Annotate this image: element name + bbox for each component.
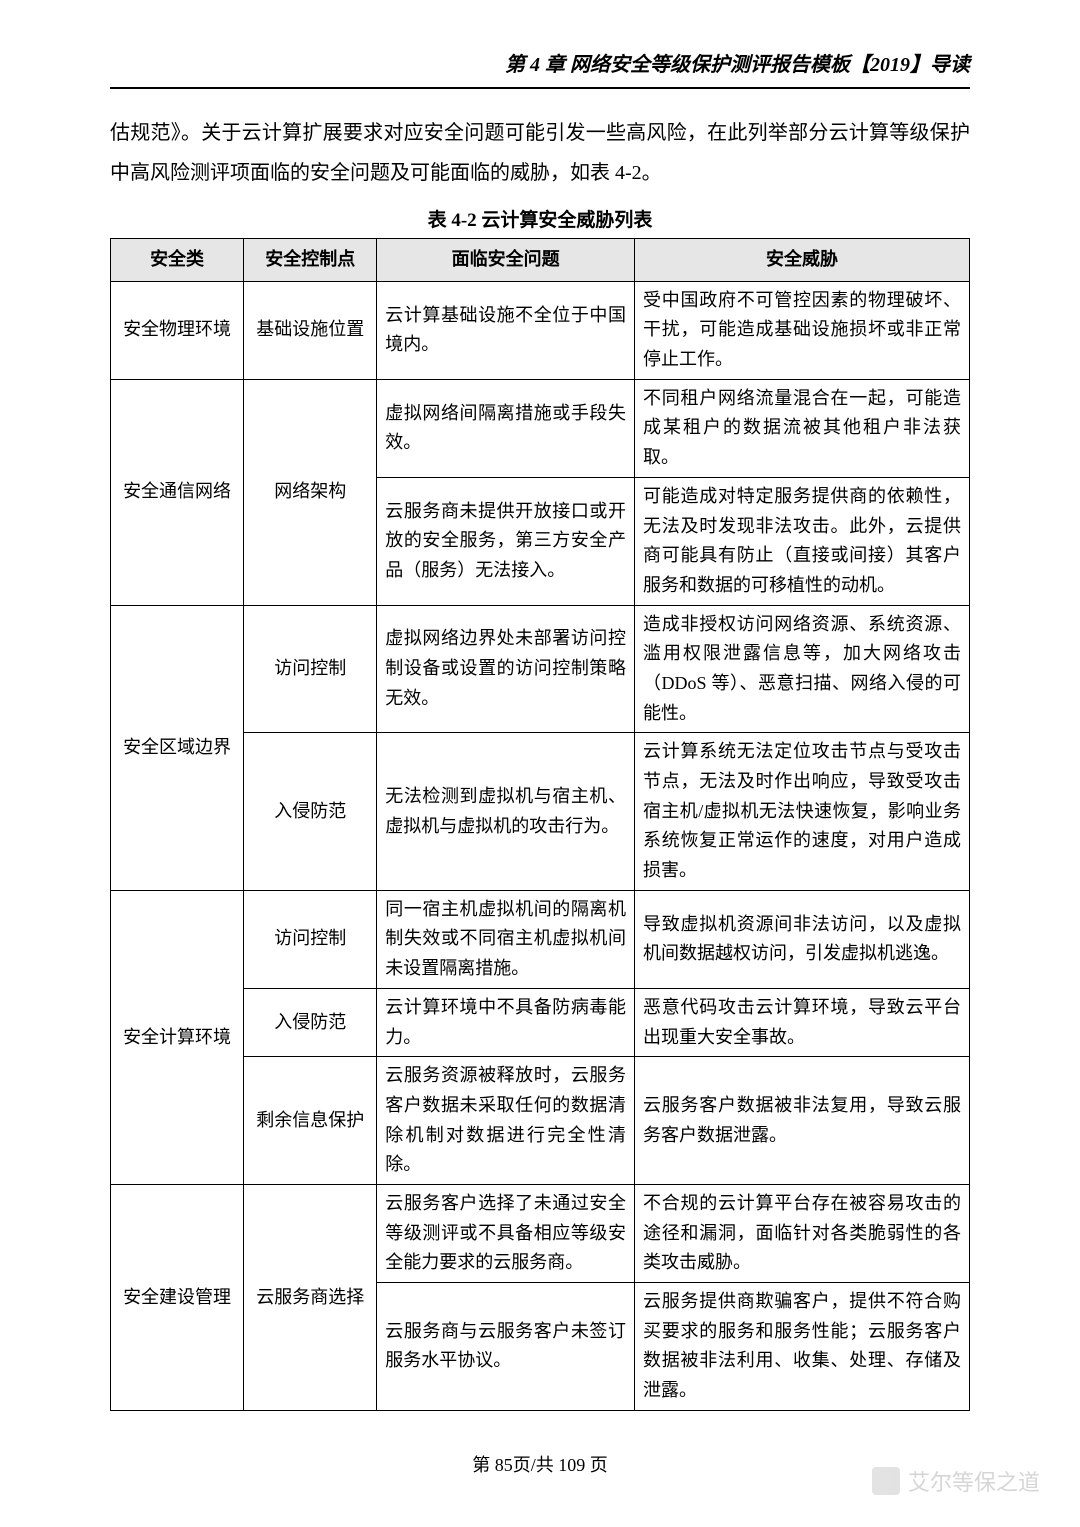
watermark: 艾尔等保之道 [872, 1465, 1040, 1497]
cell-category: 安全建设管理 [111, 1184, 244, 1410]
table-caption: 表 4-2 云计算安全威胁列表 [110, 205, 970, 232]
cell-control: 云服务商选择 [244, 1184, 377, 1410]
wechat-icon [872, 1467, 900, 1495]
cell-issue: 云服务客户选择了未通过安全等级测评或不具备相应等级安全能力要求的云服务商。 [377, 1184, 635, 1282]
table-row: 安全物理环境 基础设施位置 云计算基础设施不全位于中国境内。 受中国政府不可管控… [111, 281, 970, 379]
cell-control: 入侵防范 [244, 988, 377, 1056]
page-number: 第 85页/共 109 页 [110, 1451, 970, 1477]
cell-threat: 恶意代码攻击云计算环境，导致云平台出现重大安全事故。 [634, 988, 969, 1056]
cell-control: 入侵防范 [244, 733, 377, 890]
cell-threat: 不同租户网络流量混合在一起，可能造成某租户的数据流被其他租户非法获取。 [634, 379, 969, 477]
cell-threat: 云服务提供商欺骗客户，提供不符合购买要求的服务和服务性能；云服务客户数据被非法利… [634, 1283, 969, 1411]
cell-issue: 虚拟网络间隔离措施或手段失效。 [377, 379, 635, 477]
cell-issue: 云服务商与云服务客户未签订服务水平协议。 [377, 1283, 635, 1411]
cell-category: 安全物理环境 [111, 281, 244, 379]
cell-category: 安全区域边界 [111, 605, 244, 890]
table-header-row: 安全类 安全控制点 面临安全问题 安全威胁 [111, 239, 970, 282]
cell-issue: 云计算环境中不具备防病毒能力。 [377, 988, 635, 1056]
cell-threat: 可能造成对特定服务提供商的依赖性，无法及时发现非法攻击。此外，云提供商可能具有防… [634, 477, 969, 605]
chapter-header: 第 4 章 网络安全等级保护测评报告模板【2019】导读 [110, 48, 970, 83]
col-header-category: 安全类 [111, 239, 244, 282]
cell-issue: 同一宿主机虚拟机间的隔离机制失效或不同宿主机虚拟机间未设置隔离措施。 [377, 890, 635, 988]
table-row: 安全区域边界 访问控制 虚拟网络边界处未部署访问控制设备或设置的访问控制策略无效… [111, 605, 970, 733]
cell-issue: 云服务资源被释放时，云服务客户数据未采取任何的数据清除机制对数据进行完全性清除。 [377, 1057, 635, 1185]
cell-control: 剩余信息保护 [244, 1057, 377, 1185]
watermark-text: 艾尔等保之道 [908, 1465, 1040, 1497]
cell-threat: 云计算系统无法定位攻击节点与受攻击节点，无法及时作出响应，导致受攻击宿主机/虚拟… [634, 733, 969, 890]
cell-issue: 云服务商未提供开放接口或开放的安全服务，第三方安全产品（服务）无法接入。 [377, 477, 635, 605]
cell-threat: 云服务客户数据被非法复用，导致云服务客户数据泄露。 [634, 1057, 969, 1185]
cell-control: 访问控制 [244, 605, 377, 733]
cell-control: 基础设施位置 [244, 281, 377, 379]
col-header-issue: 面临安全问题 [377, 239, 635, 282]
cell-threat: 不合规的云计算平台存在被容易攻击的途径和漏洞，面临针对各类脆弱性的各类攻击威胁。 [634, 1184, 969, 1282]
cell-issue: 无法检测到虚拟机与宿主机、虚拟机与虚拟机的攻击行为。 [377, 733, 635, 890]
cell-category: 安全计算环境 [111, 890, 244, 1184]
cell-category: 安全通信网络 [111, 379, 244, 605]
table-row: 安全计算环境 访问控制 同一宿主机虚拟机间的隔离机制失效或不同宿主机虚拟机间未设… [111, 890, 970, 988]
cell-control: 网络架构 [244, 379, 377, 605]
cell-issue: 云计算基础设施不全位于中国境内。 [377, 281, 635, 379]
cell-threat: 导致虚拟机资源间非法访问，以及虚拟机间数据越权访问，引发虚拟机逃逸。 [634, 890, 969, 988]
table-row: 安全通信网络 网络架构 虚拟网络间隔离措施或手段失效。 不同租户网络流量混合在一… [111, 379, 970, 477]
threat-table: 安全类 安全控制点 面临安全问题 安全威胁 安全物理环境 基础设施位置 云计算基… [110, 238, 970, 1411]
cell-threat: 造成非授权访问网络资源、系统资源、滥用权限泄露信息等，加大网络攻击（DDoS 等… [634, 605, 969, 733]
table-row: 安全建设管理 云服务商选择 云服务客户选择了未通过安全等级测评或不具备相应等级安… [111, 1184, 970, 1282]
col-header-control: 安全控制点 [244, 239, 377, 282]
col-header-threat: 安全威胁 [634, 239, 969, 282]
cell-control: 访问控制 [244, 890, 377, 988]
intro-paragraph: 估规范》。关于云计算扩展要求对应安全问题可能引发一些高风险，在此列举部分云计算等… [110, 113, 970, 193]
header-divider [110, 87, 970, 89]
cell-issue: 虚拟网络边界处未部署访问控制设备或设置的访问控制策略无效。 [377, 605, 635, 733]
cell-threat: 受中国政府不可管控因素的物理破坏、干扰，可能造成基础设施损坏或非正常停止工作。 [634, 281, 969, 379]
